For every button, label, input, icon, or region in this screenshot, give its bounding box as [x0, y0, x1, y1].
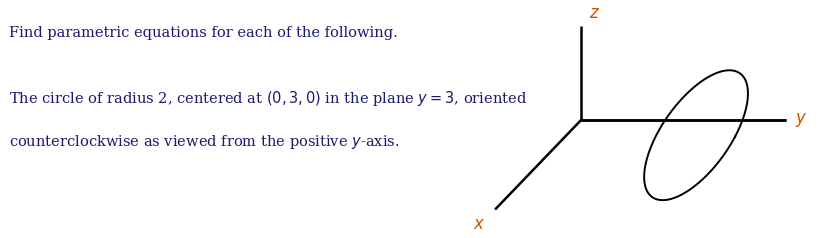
Text: Find parametric equations for each of the following.: Find parametric equations for each of th… [9, 26, 398, 40]
Text: $z$: $z$ [590, 5, 601, 22]
Text: $x$: $x$ [472, 216, 485, 233]
Text: The circle of radius 2, centered at $(0, 3, 0)$ in the plane $y = 3$, oriented: The circle of radius 2, centered at $(0,… [9, 89, 528, 108]
Text: counterclockwise as viewed from the positive $y$-axis.: counterclockwise as viewed from the posi… [9, 133, 400, 151]
Text: $y$: $y$ [795, 111, 807, 129]
